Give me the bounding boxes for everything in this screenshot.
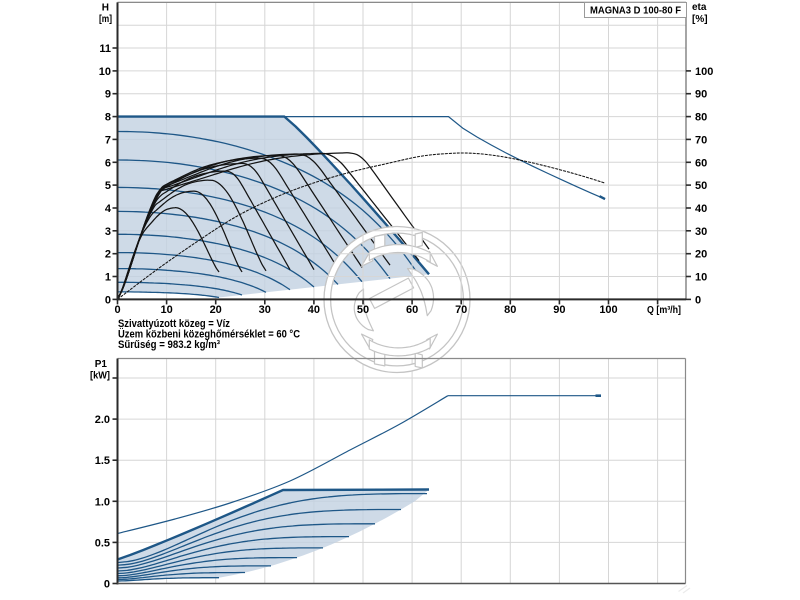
svg-text:0: 0	[104, 579, 110, 591]
svg-text:8: 8	[105, 112, 111, 124]
svg-text:20: 20	[210, 304, 222, 316]
svg-text:80: 80	[695, 112, 707, 124]
svg-text:30: 30	[259, 304, 271, 316]
svg-text:20: 20	[695, 249, 707, 261]
svg-text:1.0: 1.0	[95, 496, 110, 508]
svg-text:60: 60	[695, 157, 707, 169]
svg-text:Sűrűség = 983.2 kg/m³: Sűrűség = 983.2 kg/m³	[118, 339, 220, 351]
svg-text:0: 0	[695, 294, 701, 306]
svg-text:11: 11	[99, 43, 111, 55]
svg-text:2.0: 2.0	[95, 414, 110, 426]
svg-text:7: 7	[105, 134, 111, 146]
svg-text:50: 50	[695, 180, 707, 192]
svg-text:Szivattyúzott közeg = Víz: Szivattyúzott közeg = Víz	[118, 318, 230, 330]
svg-text:40: 40	[695, 203, 707, 215]
svg-text:1.5: 1.5	[95, 455, 110, 467]
svg-text:40: 40	[308, 304, 320, 316]
svg-text:100: 100	[599, 304, 617, 316]
svg-text:70: 70	[455, 304, 467, 316]
svg-text:70: 70	[695, 134, 707, 146]
svg-text:Üzem közbeni közeghőmérséklet: Üzem közbeni közeghőmérséklet = 60 °C	[118, 328, 300, 341]
svg-text:Q [m³/h]: Q [m³/h]	[647, 305, 681, 316]
svg-text:0: 0	[114, 304, 120, 316]
svg-text:6: 6	[105, 157, 111, 169]
svg-text:5: 5	[105, 180, 111, 192]
svg-text:H: H	[102, 3, 109, 14]
svg-text:3: 3	[105, 226, 111, 238]
svg-text:0.5: 0.5	[95, 537, 110, 549]
svg-text:0: 0	[105, 294, 111, 306]
svg-text:80: 80	[504, 304, 516, 316]
svg-text:[%]: [%]	[692, 14, 708, 25]
svg-text:90: 90	[695, 89, 707, 101]
svg-text:10: 10	[695, 272, 707, 284]
svg-text:10: 10	[99, 66, 111, 78]
svg-text:60: 60	[406, 304, 418, 316]
svg-text:[m]: [m]	[99, 14, 112, 25]
svg-text:MAGNA3 D 100-80 F: MAGNA3 D 100-80 F	[590, 6, 681, 17]
svg-text:4: 4	[105, 203, 112, 215]
svg-text:1: 1	[105, 272, 111, 284]
svg-text:2: 2	[105, 249, 111, 261]
svg-text:10: 10	[160, 304, 172, 316]
svg-text:[kW]: [kW]	[90, 371, 110, 382]
svg-text:50: 50	[357, 304, 369, 316]
svg-text:eta: eta	[692, 2, 707, 13]
svg-text:9: 9	[105, 89, 111, 101]
svg-text:P1: P1	[95, 359, 108, 370]
svg-text:100: 100	[695, 66, 713, 78]
svg-text:90: 90	[553, 304, 565, 316]
svg-text:30: 30	[695, 226, 707, 238]
